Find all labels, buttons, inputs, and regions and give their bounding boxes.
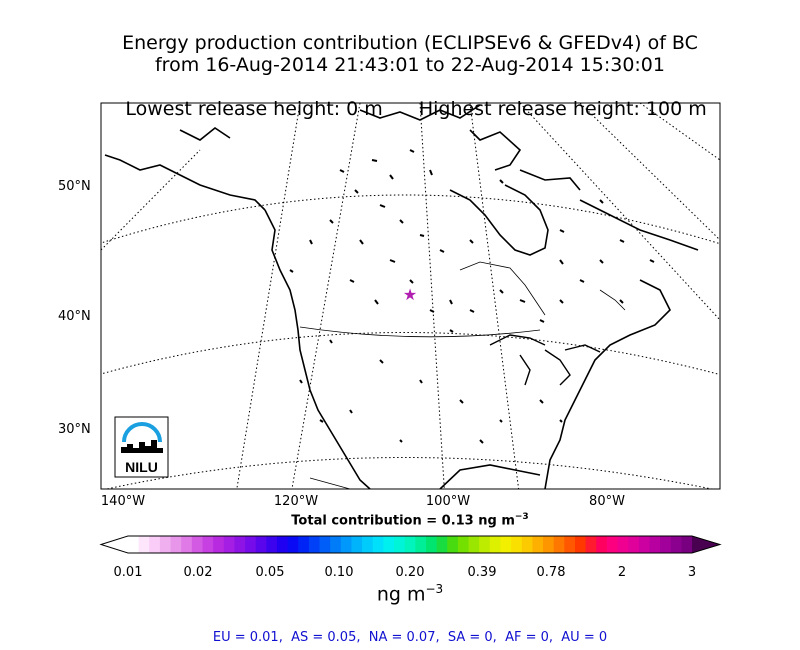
star-icon: ★ <box>403 285 417 304</box>
colorbar-segment <box>500 536 512 553</box>
colorbar-segment <box>553 536 565 553</box>
total-contribution-text: Total contribution = 0.13 ng m <box>291 513 515 529</box>
colorbar-segment <box>585 536 597 553</box>
colorbar-segment <box>159 536 171 553</box>
colorbar-tick: 0.01 <box>113 565 143 580</box>
colorbar-segment <box>319 536 331 553</box>
colorbar-tick: 0.02 <box>183 565 213 580</box>
map-title-line-2: from 16-Aug-2014 21:43:01 to 22-Aug-2014… <box>154 54 665 76</box>
colorbar-tick: 0.78 <box>536 565 566 580</box>
map-area: ★ <box>101 103 720 489</box>
colorbar-segment <box>170 536 182 553</box>
colorbar-outline <box>99 535 722 554</box>
colorbar-segment <box>511 536 523 553</box>
colorbar-units: ng m−3 <box>0 582 800 605</box>
nilu-logo: NILU <box>114 416 169 478</box>
us-mexico-border <box>309 477 351 489</box>
colorbar-segment <box>362 536 374 553</box>
colorbar-segment <box>468 536 480 553</box>
colorbar-segment <box>681 536 693 553</box>
colorbar-segment <box>191 536 203 553</box>
colorbar-segment <box>660 536 672 553</box>
colorbar-segment <box>308 536 320 553</box>
colorbar-segment <box>521 536 533 553</box>
lon-label-100w: 100°W <box>425 494 471 509</box>
us-canada-border <box>299 326 541 338</box>
logo-text: NILU <box>125 459 158 475</box>
colorbar-segment <box>628 536 640 553</box>
colorbar-segment <box>223 536 235 553</box>
colorbar-segment <box>330 536 342 553</box>
colorbar-segment <box>149 536 161 553</box>
colorbar-segment <box>564 536 576 553</box>
regional-contributions: EU = 0.01, AS = 0.05, NA = 0.07, SA = 0,… <box>212 630 608 645</box>
colorbar-segment <box>287 536 299 553</box>
colorbar-segment <box>532 536 544 553</box>
lon-label-140w: 140°W <box>100 494 146 509</box>
colorbar-segment <box>638 536 650 553</box>
coastlines <box>104 104 699 489</box>
colorbar <box>99 535 722 554</box>
lat-label-40n: 40°N <box>58 309 91 324</box>
colorbar-extend-low <box>101 536 128 553</box>
colorbar-segment <box>351 536 363 553</box>
units-text: ng m <box>376 583 426 606</box>
total-contribution: Total contribution = 0.13 ng m−3 <box>0 512 800 528</box>
colorbar-segment <box>670 536 682 553</box>
colorbar-tick: 0.05 <box>255 565 285 580</box>
colorbar-segment <box>394 536 406 553</box>
colorbar-segment <box>372 536 384 553</box>
colorbar-segment <box>436 536 448 553</box>
inland-lakes <box>289 149 655 444</box>
colorbar-segment <box>649 536 661 553</box>
great-lakes <box>489 334 601 386</box>
lon-label-80w: 80°W <box>589 494 625 509</box>
colorbar-segment <box>340 536 352 553</box>
colorbar-segment <box>479 536 491 553</box>
colorbar-segment <box>489 536 501 553</box>
colorbar-segment <box>202 536 214 553</box>
border-segment <box>599 289 626 311</box>
colorbar-segment <box>181 536 193 553</box>
colorbar-segment <box>138 536 150 553</box>
graticule <box>101 103 720 489</box>
colorbar-segment <box>276 536 289 553</box>
colorbar-segment <box>447 536 459 553</box>
colorbar-segment <box>606 536 618 553</box>
colorbar-tick: 2 <box>617 565 627 580</box>
colorbar-tick: 0.10 <box>324 565 354 580</box>
colorbar-segment <box>543 536 555 553</box>
colorbar-segment <box>617 536 629 553</box>
lon-label-120w: 120°W <box>273 494 319 509</box>
lat-label-50n: 50°N <box>58 179 91 194</box>
colorbar-tick: 0.20 <box>395 565 425 580</box>
total-contribution-exponent: −3 <box>514 512 529 522</box>
colorbar-segment <box>234 536 246 553</box>
map-title-line-1: Energy production contribution (ECLIPSEv… <box>122 32 698 54</box>
colorbar-segment <box>457 536 469 553</box>
colorbar-segment <box>574 536 586 553</box>
map-frame <box>100 102 721 490</box>
lat-label-30n: 30°N <box>58 422 91 437</box>
border-segment <box>459 261 546 316</box>
colorbar-extend-high <box>692 536 720 553</box>
colorbar-segment <box>596 536 608 553</box>
units-exponent: −3 <box>425 582 444 596</box>
colorbar-segment <box>255 536 267 553</box>
colorbar-segment <box>266 536 278 553</box>
colorbar-tick: 3 <box>687 565 697 580</box>
colorbar-tick: 0.39 <box>467 565 497 580</box>
colorbar-segment <box>383 536 395 553</box>
colorbar-segment <box>298 536 310 553</box>
colorbar-segment <box>415 536 427 553</box>
colorbar-segment <box>245 536 257 553</box>
colorbar-segment <box>404 536 416 553</box>
colorbar-segment <box>128 536 140 553</box>
colorbar-segment <box>425 536 437 553</box>
colorbar-segment <box>213 536 225 553</box>
